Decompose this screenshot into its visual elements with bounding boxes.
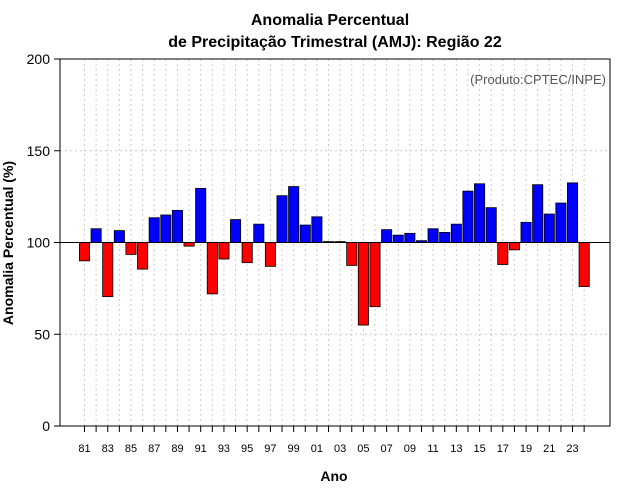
bar-2009 bbox=[404, 232, 416, 243]
credit-label: (Produto:CPTEC/INPE) bbox=[470, 72, 606, 87]
x-tick-label: 99 bbox=[288, 443, 300, 455]
bar-2021 bbox=[543, 213, 555, 243]
x-tick-label: 05 bbox=[357, 443, 369, 455]
bar-1993 bbox=[218, 242, 230, 260]
x-tick-label: 83 bbox=[102, 443, 114, 455]
bar-2018 bbox=[508, 242, 520, 251]
bar-1983 bbox=[102, 242, 114, 298]
x-tick-label: 01 bbox=[311, 443, 323, 455]
y-tick-label: 100 bbox=[27, 235, 51, 251]
bar-2011 bbox=[427, 228, 439, 243]
bar-1992 bbox=[206, 242, 218, 295]
x-tick-label: 13 bbox=[450, 443, 462, 455]
bar-2024 bbox=[578, 242, 590, 287]
bar-2007 bbox=[381, 229, 393, 243]
bar-1995 bbox=[241, 242, 253, 264]
y-tick-label: 200 bbox=[27, 51, 51, 67]
bar-1985 bbox=[125, 242, 137, 255]
bar-1986 bbox=[137, 242, 149, 270]
chart-title-line2: de Precipitação Trimestral (AMJ): Região… bbox=[168, 34, 502, 51]
y-axis-label: Anomalia Percentual (%) bbox=[0, 161, 16, 325]
bar-1991 bbox=[195, 187, 207, 243]
x-tick-label: 11 bbox=[427, 443, 438, 455]
x-tick-label: 03 bbox=[334, 443, 346, 455]
bar-2016 bbox=[485, 207, 497, 243]
bar-2005 bbox=[357, 242, 369, 326]
bar-1998 bbox=[276, 195, 288, 243]
bar-1987 bbox=[148, 217, 160, 243]
bars bbox=[79, 182, 590, 326]
bar-2008 bbox=[392, 234, 404, 243]
bar-1997 bbox=[264, 242, 276, 267]
x-tick-label: 17 bbox=[497, 443, 509, 455]
x-tick-label: 21 bbox=[543, 443, 555, 455]
bar-1984 bbox=[113, 230, 125, 243]
bar-2017 bbox=[497, 242, 509, 265]
bar-2000 bbox=[299, 224, 311, 243]
x-tick-label: 09 bbox=[404, 443, 416, 455]
bar-2004 bbox=[346, 242, 358, 266]
x-tick-label: 87 bbox=[148, 443, 160, 455]
grid bbox=[60, 59, 610, 426]
x-axis-label: Ano bbox=[320, 468, 347, 484]
y-axis: 0 50 100 150 200 bbox=[27, 51, 60, 434]
x-axis: 81 83 85 87 89 91 93 95 97 99 01 03 05 07 09 11 13 15 17 19… bbox=[78, 426, 585, 455]
bar-1990 bbox=[183, 242, 195, 247]
bar-2020 bbox=[532, 184, 544, 243]
x-tick-label: 85 bbox=[125, 443, 137, 455]
bar-2001 bbox=[311, 216, 323, 243]
bar-2023 bbox=[567, 182, 579, 243]
bar-2015 bbox=[474, 183, 486, 243]
bar-1994 bbox=[230, 219, 242, 243]
chart-title-line1: Anomalia Percentual bbox=[251, 12, 409, 29]
x-tick-label: 15 bbox=[473, 443, 485, 455]
y-tick-label: 50 bbox=[34, 326, 50, 342]
x-tick-label: 23 bbox=[566, 443, 578, 455]
bar-2012 bbox=[439, 232, 451, 243]
bar-1989 bbox=[171, 209, 183, 243]
x-tick-label: 81 bbox=[78, 443, 90, 455]
x-tick-label: 95 bbox=[241, 443, 253, 455]
x-tick-label: 89 bbox=[171, 443, 183, 455]
bar-2019 bbox=[520, 221, 532, 243]
bar-2014 bbox=[462, 190, 474, 243]
x-tick-label: 93 bbox=[218, 443, 230, 455]
x-tick-label: 07 bbox=[380, 443, 392, 455]
bar-1981 bbox=[79, 242, 91, 262]
bar-1999 bbox=[288, 186, 300, 243]
bar-2013 bbox=[450, 223, 462, 243]
x-tick-label: 91 bbox=[195, 443, 207, 455]
bar-2022 bbox=[555, 202, 567, 243]
y-tick-label: 150 bbox=[27, 143, 51, 159]
y-tick-label: 0 bbox=[42, 418, 50, 434]
x-tick-label: 97 bbox=[264, 443, 276, 455]
bar-2006 bbox=[369, 242, 381, 308]
x-tick-label: 19 bbox=[520, 443, 532, 455]
bar-1996 bbox=[253, 223, 265, 243]
bar-1988 bbox=[160, 214, 172, 243]
bar-1982 bbox=[90, 228, 102, 243]
